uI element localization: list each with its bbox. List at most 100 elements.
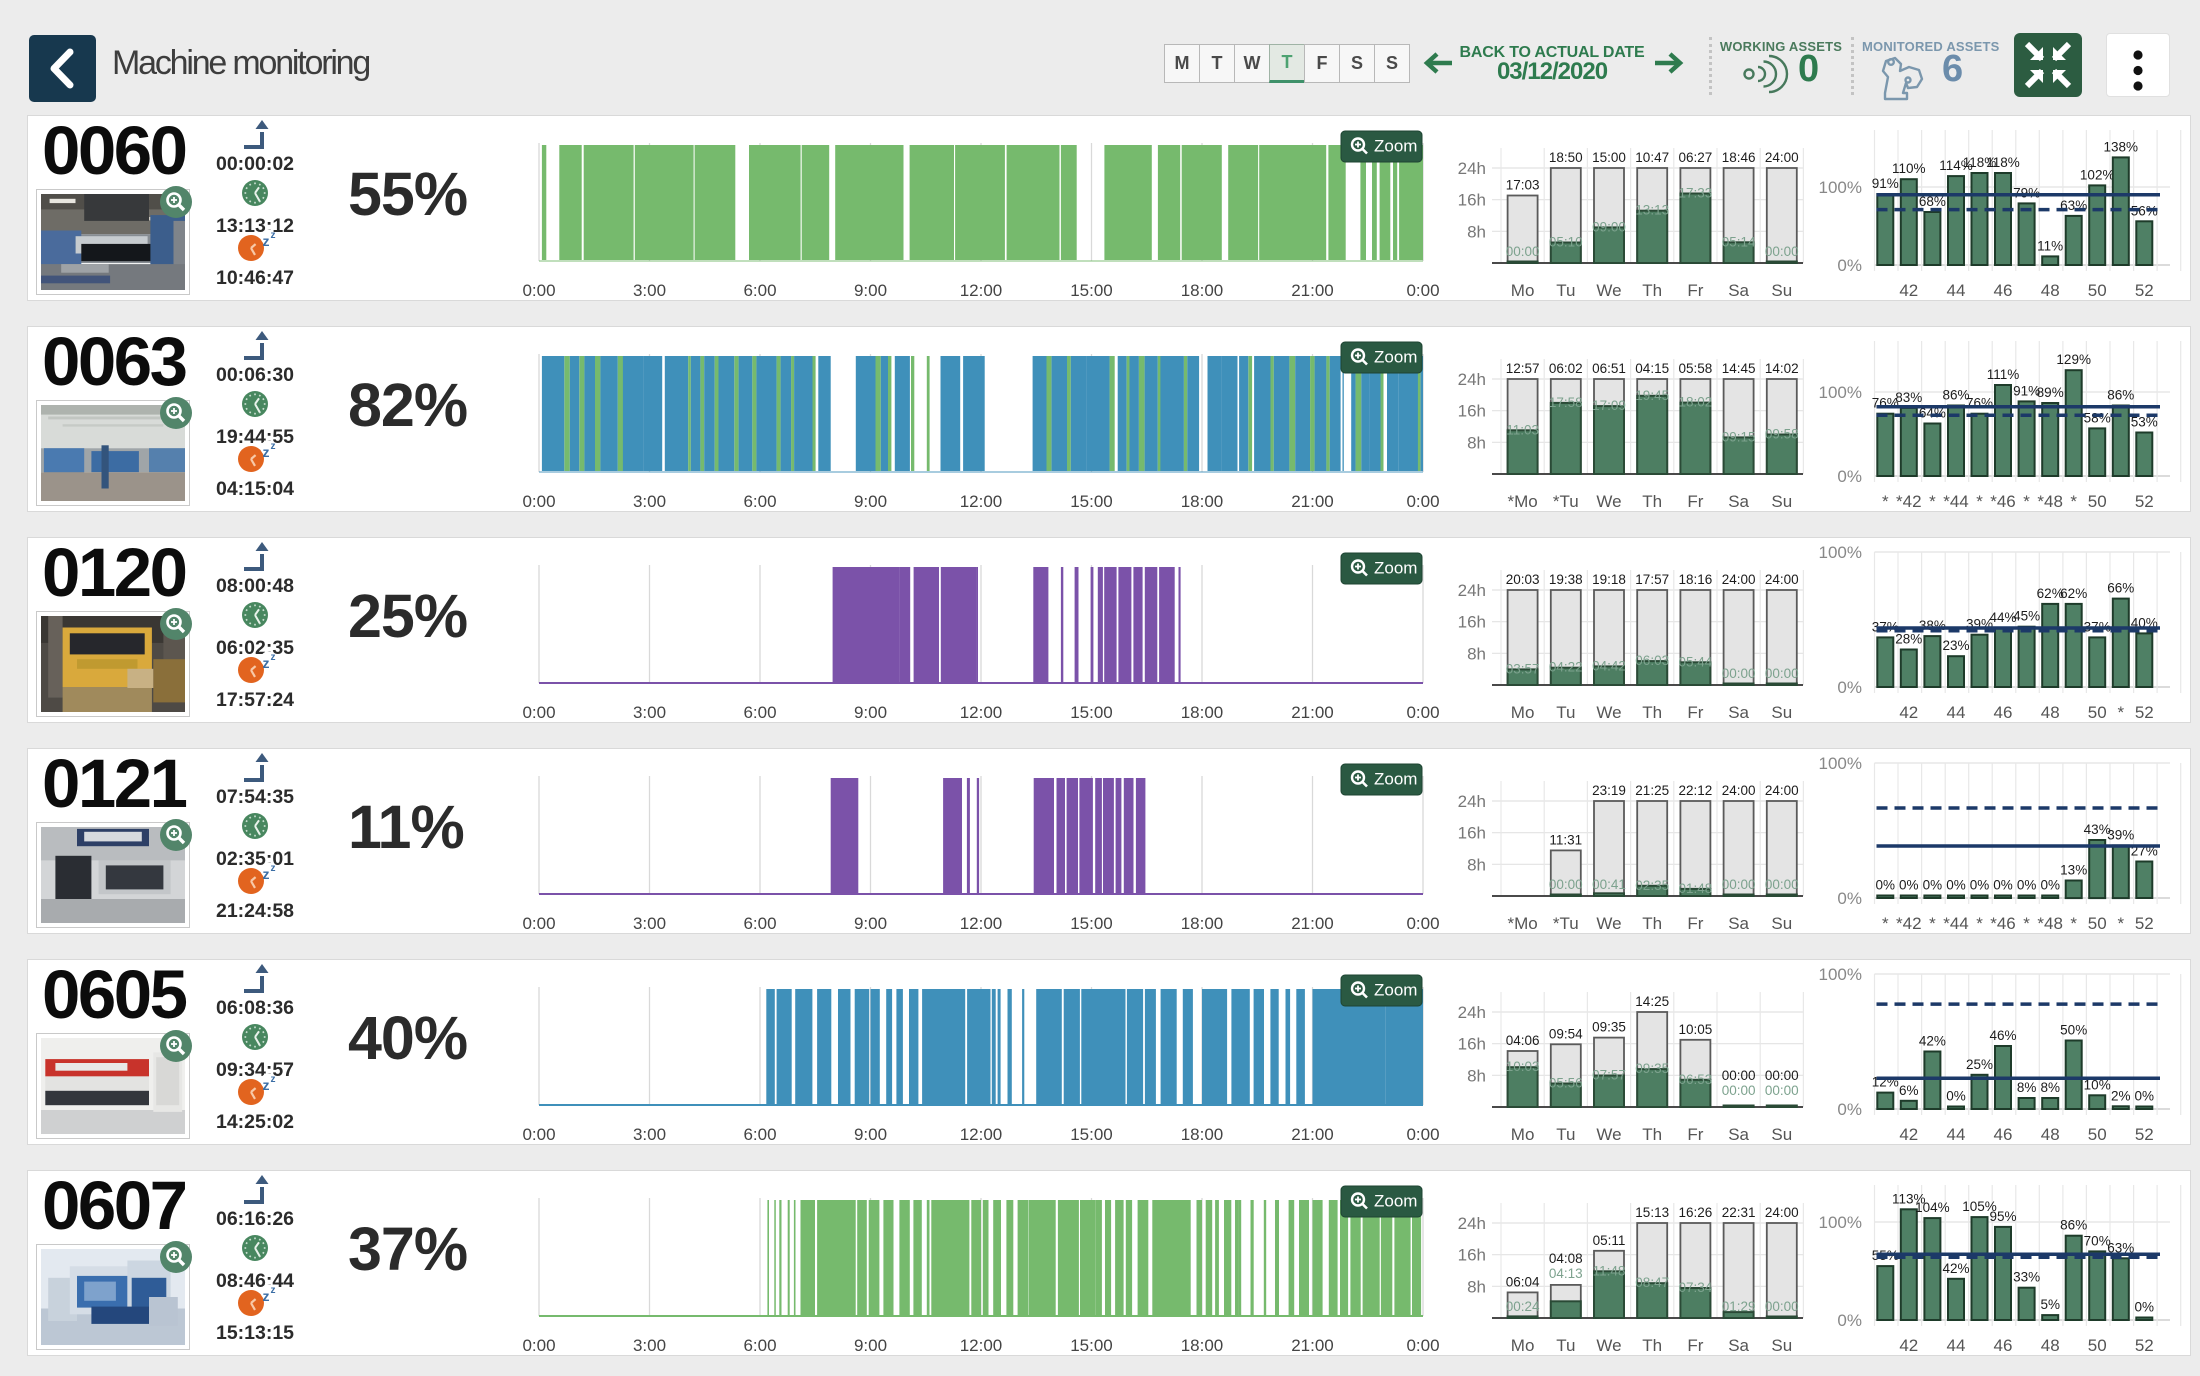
svg-text:44: 44 [1947, 281, 1966, 300]
svg-text:00:00: 00:00 [1722, 877, 1756, 892]
svg-text:5%: 5% [2040, 1297, 2060, 1312]
svg-text:0%: 0% [2017, 878, 2037, 893]
svg-text:46: 46 [1994, 1125, 2013, 1144]
svg-text:05:44: 05:44 [1679, 654, 1713, 669]
svg-text:42: 42 [1899, 703, 1918, 722]
svg-text:46%: 46% [1989, 1028, 2016, 1043]
svg-text:*44: *44 [1943, 914, 1969, 933]
svg-text:86%: 86% [2060, 1218, 2087, 1233]
svg-text:01:48: 01:48 [1679, 881, 1713, 896]
svg-text:0%: 0% [1993, 878, 2013, 893]
svg-text:9:00: 9:00 [854, 1336, 887, 1355]
svg-text:15:00: 15:00 [1592, 150, 1626, 165]
svg-text:52: 52 [2135, 492, 2154, 511]
svg-text:6:00: 6:00 [743, 914, 776, 933]
svg-text:50: 50 [2088, 492, 2107, 511]
svg-text:15:00: 15:00 [1070, 914, 1113, 933]
svg-text:0%: 0% [1837, 889, 1862, 908]
svg-text:8h: 8h [1467, 855, 1486, 874]
svg-text:3:00: 3:00 [633, 914, 666, 933]
svg-text:09:35: 09:35 [1592, 1020, 1626, 1035]
svg-text:8%: 8% [2040, 1080, 2060, 1095]
svg-text:z: z [263, 1288, 270, 1304]
svg-text:15:13: 15:13 [1635, 1205, 1669, 1220]
svg-text:0:00: 0:00 [1406, 703, 1439, 722]
svg-text:Su: Su [1771, 914, 1792, 933]
svg-text:*: * [2023, 914, 2030, 933]
svg-text:0:00: 0:00 [1406, 1125, 1439, 1144]
svg-text:129%: 129% [2056, 352, 2091, 367]
svg-text:3:00: 3:00 [633, 492, 666, 511]
svg-text:16h: 16h [1458, 824, 1486, 843]
svg-text:00:00: 00:00 [1722, 666, 1756, 681]
svg-text:0%: 0% [1837, 678, 1862, 697]
svg-text:104%: 104% [1915, 1200, 1950, 1215]
svg-text:Sa: Sa [1728, 1336, 1749, 1355]
svg-text:*Tu: *Tu [1553, 914, 1579, 933]
svg-text:0%: 0% [1837, 1311, 1862, 1330]
svg-text:45%: 45% [2013, 609, 2040, 624]
svg-text:00:24: 00:24 [1506, 1299, 1540, 1314]
svg-text:63%: 63% [2107, 1240, 2134, 1255]
svg-text:Zoom: Zoom [1374, 981, 1417, 1000]
svg-text:9:00: 9:00 [854, 703, 887, 722]
svg-text:Su: Su [1771, 1125, 1792, 1144]
svg-text:15:00: 15:00 [1070, 1336, 1113, 1355]
svg-text:0:00: 0:00 [522, 914, 555, 933]
svg-text:138%: 138% [2104, 139, 2139, 154]
svg-text:Th: Th [1642, 492, 1662, 511]
svg-text:18:00: 18:00 [1181, 1125, 1224, 1144]
svg-text:15:00: 15:00 [1070, 281, 1113, 300]
svg-text:24:00: 24:00 [1765, 1205, 1799, 1220]
svg-text:17:03: 17:03 [1506, 178, 1540, 193]
svg-text:100%: 100% [1819, 383, 1862, 402]
svg-text:21:00: 21:00 [1291, 703, 1334, 722]
svg-text:*Tu: *Tu [1553, 492, 1579, 511]
svg-text:113%: 113% [1892, 1191, 1926, 1206]
svg-text:06:51: 06:51 [1592, 361, 1626, 376]
svg-text:21:00: 21:00 [1291, 281, 1334, 300]
svg-text:04:08: 04:08 [1549, 1251, 1583, 1266]
svg-text:0:00: 0:00 [522, 492, 555, 511]
svg-text:z: z [263, 1077, 270, 1093]
svg-text:0:00: 0:00 [1406, 281, 1439, 300]
svg-text:33%: 33% [2013, 1270, 2040, 1285]
svg-text:*: * [2070, 492, 2077, 511]
svg-text:0%: 0% [1837, 467, 1862, 486]
svg-text:24h: 24h [1458, 581, 1486, 600]
svg-text:11:03: 11:03 [1506, 422, 1539, 437]
svg-text:17:57: 17:57 [1635, 572, 1669, 587]
svg-text:*48: *48 [2037, 914, 2063, 933]
svg-text:19:38: 19:38 [1549, 572, 1583, 587]
svg-text:22:31: 22:31 [1722, 1205, 1756, 1220]
svg-text:24h: 24h [1458, 1214, 1486, 1233]
svg-text:42: 42 [1899, 281, 1918, 300]
svg-text:91%: 91% [2013, 383, 2040, 398]
svg-text:3:00: 3:00 [633, 703, 666, 722]
svg-text:We: We [1596, 281, 1621, 300]
svg-text:05:58: 05:58 [1679, 361, 1713, 376]
svg-text:16h: 16h [1458, 191, 1486, 210]
svg-text:Sa: Sa [1728, 914, 1749, 933]
svg-text:Fr: Fr [1687, 703, 1703, 722]
svg-text:18:16: 18:16 [1679, 572, 1713, 587]
svg-text:Th: Th [1642, 1125, 1662, 1144]
svg-text:28%: 28% [1895, 632, 1922, 647]
svg-text:44: 44 [1947, 1125, 1966, 1144]
svg-text:39%: 39% [2107, 827, 2134, 842]
svg-text:105%: 105% [1962, 1199, 1997, 1214]
svg-text:00:00: 00:00 [1765, 877, 1799, 892]
svg-text:58%: 58% [2084, 410, 2111, 425]
svg-text:24h: 24h [1458, 370, 1486, 389]
svg-text:Fr: Fr [1687, 281, 1703, 300]
svg-text:3:00: 3:00 [633, 281, 666, 300]
svg-text:56%: 56% [2131, 203, 2158, 218]
svg-text:42: 42 [1899, 1336, 1918, 1355]
svg-text:03:57: 03:57 [1506, 661, 1540, 676]
svg-text:*42: *42 [1896, 914, 1922, 933]
svg-text:19:45: 19:45 [1635, 388, 1669, 403]
svg-text:18:46: 18:46 [1722, 150, 1756, 165]
svg-text:z: z [271, 230, 276, 241]
svg-text:12:00: 12:00 [960, 914, 1003, 933]
svg-text:18:00: 18:00 [1181, 281, 1224, 300]
